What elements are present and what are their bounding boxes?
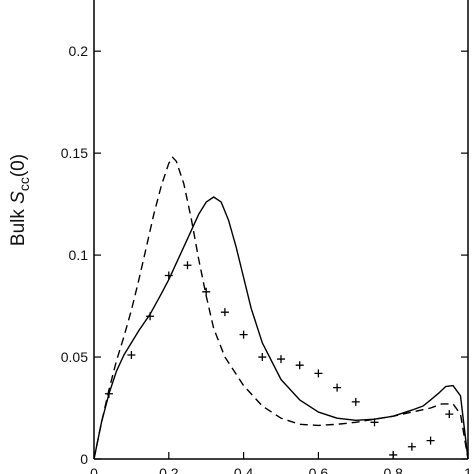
y-axis-label-prefix: Bulk — [8, 204, 29, 246]
solid-series-line — [93, 196, 469, 460]
x-tick-label: 0.6 — [309, 465, 329, 474]
data-point-plus — [164, 271, 173, 280]
y-tick-label: 0.2 — [69, 43, 89, 59]
data-point-plus — [351, 397, 360, 406]
y-axis-label: Bulk Scc(0) — [8, 154, 32, 246]
data-point-plus — [295, 361, 304, 370]
data-point-plus — [146, 312, 155, 321]
y-axis-label-suffix: (0) — [8, 154, 29, 177]
dashed-series-line — [93, 156, 469, 460]
x-tick-label: 0 — [90, 465, 98, 474]
y-tick-label: 0.1 — [69, 247, 89, 263]
data-point-plus — [127, 351, 136, 360]
y-tick-label: 0 — [80, 451, 88, 467]
ticks: 0 0.05 0.1 0.15 0.2 0 0.2 0.4 0.6 0.8 1 — [61, 43, 472, 474]
x-tick-label: 0.4 — [234, 465, 254, 474]
data-point-plus — [333, 383, 342, 392]
data-point-plus — [202, 287, 211, 296]
data-point-plus — [220, 308, 229, 317]
y-axis-label-subscript: cc — [16, 177, 32, 191]
data-point-plus — [370, 418, 379, 427]
marker-series — [104, 261, 454, 459]
y-tick-label: 0.05 — [61, 349, 88, 365]
x-tick-label: 1 — [464, 465, 472, 474]
series-layer — [93, 156, 469, 460]
axes — [93, 0, 469, 460]
x-tick-label: 0.2 — [159, 465, 179, 474]
data-point-plus — [239, 330, 248, 339]
data-point-plus — [389, 450, 398, 459]
data-point-plus — [407, 442, 416, 451]
data-point-plus — [445, 410, 454, 419]
y-axis-label-symbol: S — [8, 191, 29, 204]
data-point-plus — [258, 353, 267, 362]
data-point-plus — [104, 389, 113, 398]
y-tick-label: 0.15 — [61, 145, 88, 161]
x-tick-label: 0.8 — [383, 465, 403, 474]
data-point-plus — [426, 436, 435, 445]
data-point-plus — [183, 261, 192, 270]
data-point-plus — [277, 355, 285, 364]
data-point-plus — [314, 369, 323, 378]
